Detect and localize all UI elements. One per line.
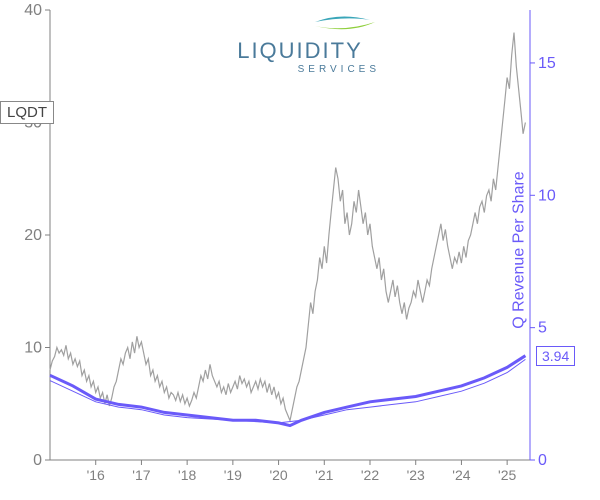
svg-text:'18: '18 xyxy=(178,467,196,483)
svg-text:0: 0 xyxy=(33,452,42,469)
revenue-thin-line xyxy=(50,359,525,423)
logo-sub-text: SERVICES xyxy=(200,64,400,75)
svg-text:'25: '25 xyxy=(498,467,516,483)
svg-text:'17: '17 xyxy=(132,467,150,483)
company-logo: LIQUIDITY SERVICES xyxy=(200,10,400,75)
svg-text:10: 10 xyxy=(24,340,42,357)
svg-text:0: 0 xyxy=(538,452,547,469)
logo-main-text: LIQUIDITY xyxy=(200,38,400,64)
ticker-badge: LQDT xyxy=(0,101,54,124)
svg-text:15: 15 xyxy=(538,55,556,72)
svg-text:40: 40 xyxy=(24,2,42,19)
y2-current-value-badge: 3.94 xyxy=(536,346,575,366)
svg-text:'24: '24 xyxy=(452,467,470,483)
svg-text:5: 5 xyxy=(538,320,547,337)
svg-text:'21: '21 xyxy=(315,467,333,483)
y2-axis-title: Q Revenue Per Share xyxy=(510,171,528,328)
chart-container: LIQUIDITY SERVICES LQDT 010203040051015'… xyxy=(0,0,600,500)
svg-text:20: 20 xyxy=(24,227,42,244)
price-line xyxy=(50,33,525,421)
svg-text:10: 10 xyxy=(538,187,556,204)
svg-text:'19: '19 xyxy=(224,467,242,483)
svg-text:'20: '20 xyxy=(269,467,287,483)
logo-swoosh-icon xyxy=(200,10,400,38)
svg-text:'22: '22 xyxy=(361,467,379,483)
svg-text:'16: '16 xyxy=(87,467,105,483)
svg-text:'23: '23 xyxy=(407,467,425,483)
